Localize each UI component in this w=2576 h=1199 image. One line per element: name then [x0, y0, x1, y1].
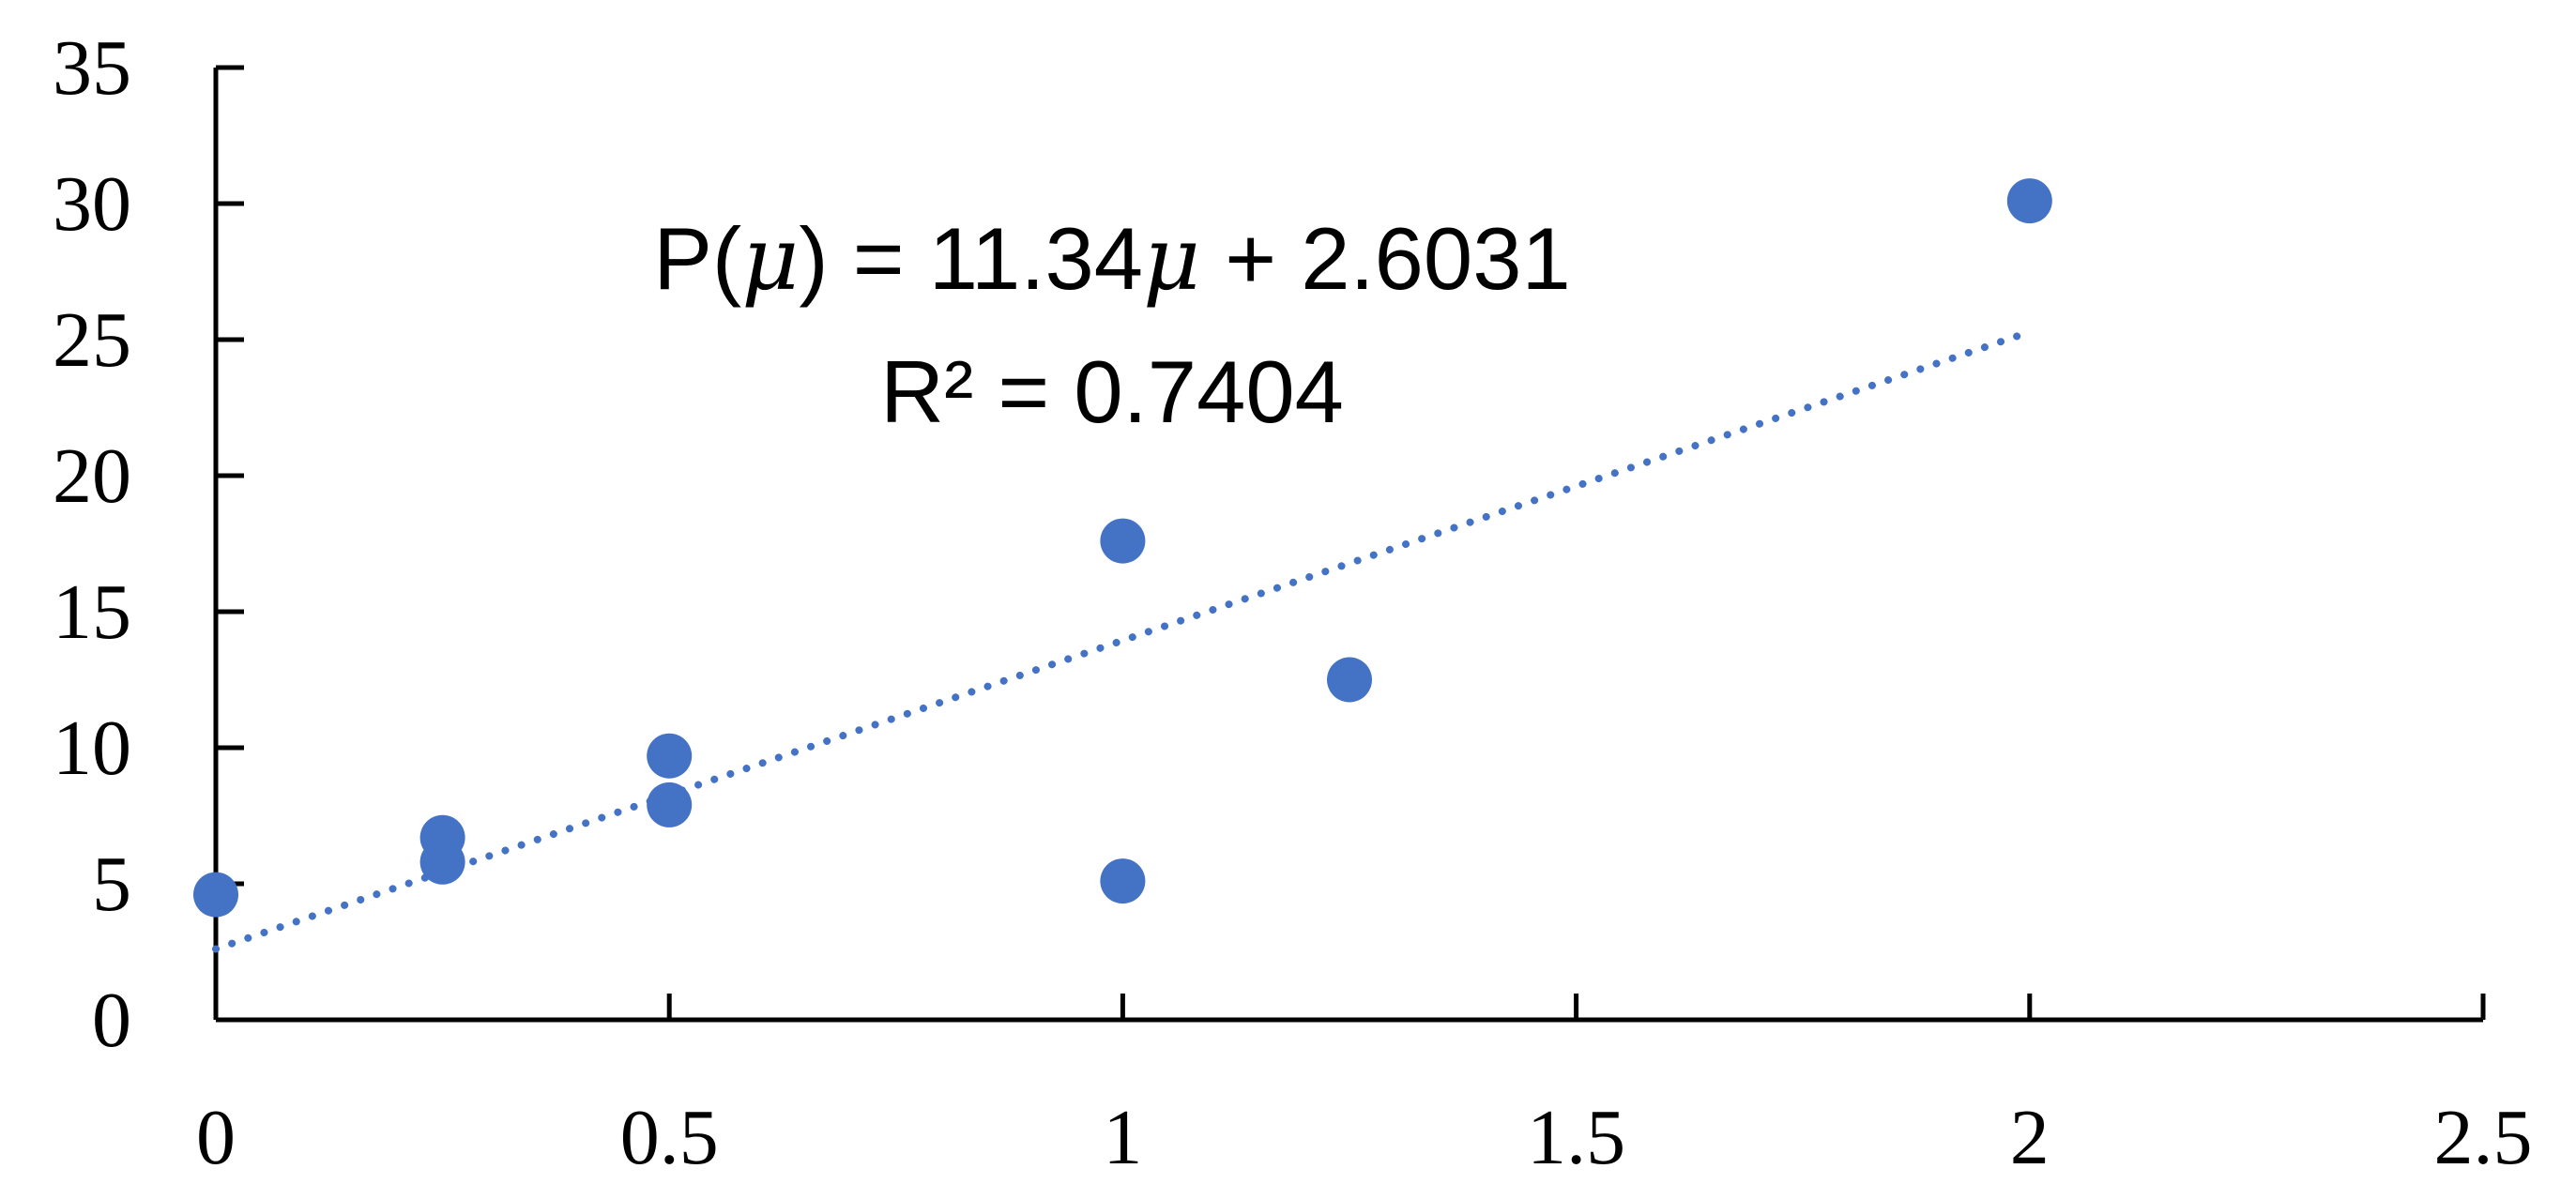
- y-tick-label: 30: [53, 160, 131, 248]
- data-point: [193, 872, 238, 918]
- y-tick-label: 20: [53, 433, 131, 520]
- data-point: [1327, 657, 1372, 703]
- y-tick-label: 25: [53, 296, 131, 384]
- x-tick-label: 0.5: [620, 1094, 719, 1181]
- x-tick-label: 1.5: [1527, 1094, 1625, 1181]
- data-point: [1100, 518, 1146, 564]
- trendline-equation: P(μ) = 11.34μ + 2.6031: [653, 208, 1571, 311]
- y-tick-label: 35: [53, 24, 131, 112]
- y-tick-label: 15: [53, 569, 131, 656]
- data-point: [1100, 858, 1146, 904]
- y-tick-label: 5: [92, 841, 131, 928]
- data-point: [647, 733, 693, 779]
- data-points: [193, 178, 2052, 918]
- r-squared-label: R² = 0.7404: [880, 342, 1344, 441]
- x-tick-label: 2: [2010, 1094, 2050, 1181]
- y-tick-label: 10: [53, 705, 131, 792]
- trendline: [212, 327, 2034, 953]
- data-point: [2006, 178, 2052, 224]
- x-tick-label: 2.5: [2434, 1094, 2533, 1181]
- data-point: [419, 814, 465, 860]
- y-axis-ticks: 0 5 10 15 20 25 30 35: [53, 24, 244, 1064]
- x-axis-ticks: 0 0.5 1 1.5 2 2.5: [196, 994, 2533, 1181]
- x-tick-label: 1: [1103, 1094, 1142, 1181]
- x-tick-label: 0: [196, 1094, 236, 1181]
- data-point: [647, 782, 693, 827]
- axes: [213, 68, 2483, 1023]
- trendline-group: [212, 327, 2034, 953]
- y-tick-label: 0: [92, 977, 131, 1064]
